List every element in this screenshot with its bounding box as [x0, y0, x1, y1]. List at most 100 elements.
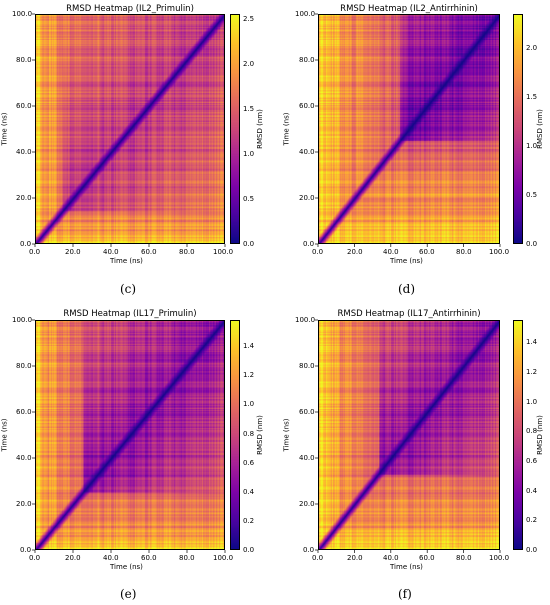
y-axis-label: Time (ns)	[282, 418, 291, 452]
y-tick-label: 80.0	[16, 56, 32, 64]
y-tick-label: 60.0	[16, 102, 32, 110]
colorbar-label: RMSD (nm)	[255, 109, 264, 149]
y-tick-label: 100.0	[12, 316, 33, 324]
colorbar-tick-label: 1.0	[526, 142, 538, 151]
colorbar-tick-label: 0.8	[526, 427, 538, 436]
colorbar-tick-label: 0.0	[526, 546, 538, 554]
x-tick-label: 60.0	[141, 554, 157, 562]
colorbar-label: RMSD (nm)	[255, 415, 264, 455]
colorbar-tick-label: 0.2	[526, 516, 538, 525]
colorbar-tick-label: 2.0	[526, 44, 538, 53]
y-axis-label: Time (ns)	[0, 418, 9, 452]
y-tick-label: 80.0	[16, 362, 32, 370]
colorbar-tick-label: 1.0	[243, 149, 255, 158]
x-tick-label: 0.0	[29, 248, 41, 256]
y-axis-label: Time (ns)	[282, 112, 291, 146]
y-tick-label: 0.0	[303, 240, 315, 248]
y-tick-label: 60.0	[299, 102, 315, 110]
panel-caption: (c)	[120, 282, 137, 296]
colorbar-tick-label: 0.4	[243, 487, 255, 496]
colorbar	[230, 14, 240, 244]
x-tick-label: 40.0	[383, 554, 399, 562]
y-axis-label: Time (ns)	[0, 112, 9, 146]
y-tick-label: 40.0	[16, 148, 32, 156]
y-tick-label: 40.0	[16, 454, 32, 462]
colorbar-tick-label: 0.0	[243, 240, 255, 248]
x-tick-label: 60.0	[141, 248, 157, 256]
x-tick-label: 80.0	[179, 554, 195, 562]
y-tick-label: 100.0	[295, 316, 316, 324]
x-tick-label: 40.0	[383, 248, 399, 256]
panel-caption: (e)	[120, 587, 137, 601]
x-tick-label: 100.0	[213, 248, 234, 256]
x-tick-label: 20.0	[65, 248, 81, 256]
y-tick-label: 40.0	[299, 454, 315, 462]
x-tick-label: 20.0	[347, 554, 363, 562]
y-tick-label: 80.0	[299, 362, 315, 370]
x-tick-label: 0.0	[312, 554, 324, 562]
chart-panel-c: RMSD Heatmap (IL2_Primulin) 0.0 20.0 40.…	[0, 0, 275, 302]
colorbar-tick-label: 1.0	[526, 397, 538, 406]
x-tick-label: 100.0	[489, 554, 510, 562]
colorbar-tick-label: 0.5	[526, 191, 538, 200]
colorbar-tick-label: 1.4	[526, 338, 538, 347]
y-tick-label: 20.0	[299, 194, 315, 202]
colorbar-tick-label: 0.5	[243, 194, 255, 203]
chart-title: RMSD Heatmap (IL2_Antirrhinin)	[340, 4, 478, 14]
colorbar-tick-label: 0.2	[243, 516, 255, 525]
axis-ticks-svg	[315, 13, 501, 247]
x-axis-label: Time (ns)	[390, 563, 423, 571]
y-tick-label: 60.0	[299, 408, 315, 416]
y-tick-label: 0.0	[20, 546, 32, 554]
heatmap	[35, 14, 225, 244]
y-tick-label: 100.0	[12, 10, 33, 18]
colorbar-tick-label: 2.0	[243, 59, 255, 68]
axis-ticks-svg	[32, 319, 226, 553]
colorbar-tick-label: 1.2	[243, 371, 255, 380]
y-tick-label: 80.0	[299, 56, 315, 64]
colorbar-tick-label: 1.5	[526, 93, 538, 102]
colorbar-tick-label: 0.8	[243, 429, 255, 438]
x-axis-label: Time (ns)	[110, 563, 143, 571]
x-tick-label: 80.0	[456, 554, 472, 562]
colorbar-tick-label: 2.5	[243, 14, 255, 23]
colorbar-tick-label: 1.5	[243, 104, 255, 113]
x-tick-label: 40.0	[103, 554, 119, 562]
y-tick-label: 20.0	[16, 194, 32, 202]
y-tick-label: 20.0	[16, 500, 32, 508]
x-tick-label: 20.0	[347, 248, 363, 256]
chart-title: RMSD Heatmap (IL2_Primulin)	[66, 4, 194, 14]
colorbar-tick-label: 0.6	[526, 456, 538, 465]
y-tick-label: 20.0	[299, 500, 315, 508]
x-tick-label: 80.0	[179, 248, 195, 256]
x-tick-label: 100.0	[213, 554, 234, 562]
x-tick-label: 0.0	[312, 248, 324, 256]
x-tick-label: 80.0	[456, 248, 472, 256]
colorbar-tick-label: 1.0	[243, 400, 255, 409]
x-tick-label: 0.0	[29, 554, 41, 562]
colorbar-tick-label: 0.6	[243, 458, 255, 467]
chart-panel-e: RMSD Heatmap (IL17_Primulin) 0.0 20.0 40…	[0, 305, 275, 605]
x-tick-label: 100.0	[489, 248, 510, 256]
x-tick-label: 60.0	[419, 248, 435, 256]
colorbar	[513, 14, 523, 244]
y-tick-label: 0.0	[303, 546, 315, 554]
heatmap	[318, 14, 500, 244]
heatmap	[35, 320, 225, 550]
y-tick-label: 100.0	[295, 10, 316, 18]
x-tick-label: 20.0	[65, 554, 81, 562]
x-tick-label: 60.0	[419, 554, 435, 562]
y-tick-label: 0.0	[20, 240, 32, 248]
axis-ticks-svg	[315, 319, 501, 553]
panel-caption: (d)	[398, 282, 416, 296]
colorbar	[230, 320, 240, 550]
y-tick-label: 60.0	[16, 408, 32, 416]
colorbar-tick-label: 1.2	[526, 367, 538, 376]
x-axis-label: Time (ns)	[110, 257, 143, 265]
colorbar-tick-label: 0.0	[243, 546, 255, 554]
x-tick-label: 40.0	[103, 248, 119, 256]
y-tick-label: 40.0	[299, 148, 315, 156]
chart-panel-d: RMSD Heatmap (IL2_Antirrhinin) 0.0 20.0 …	[278, 0, 550, 302]
panel-caption: (f)	[398, 587, 412, 601]
chart-panel-f: RMSD Heatmap (IL17_Antirrhinin) 0.0 20.0…	[278, 305, 550, 605]
